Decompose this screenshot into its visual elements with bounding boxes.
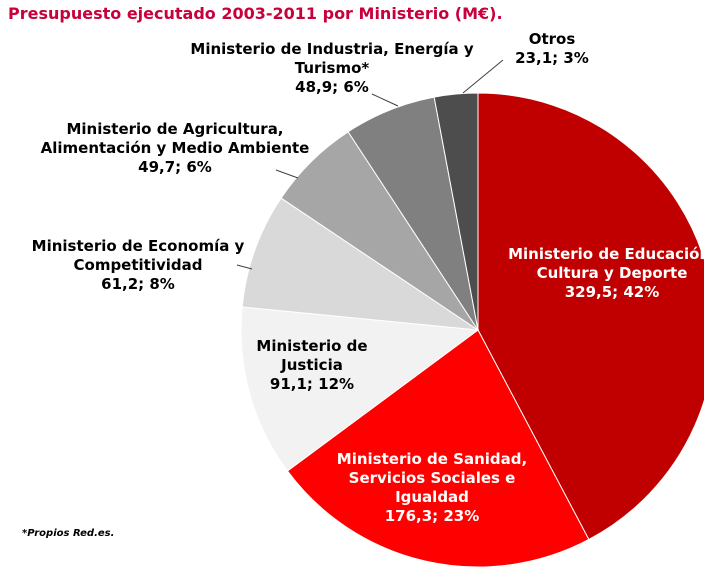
category-name: Ministerio de Economía y Competitividad (31, 237, 245, 274)
leader-line (275, 169, 299, 179)
category-name: Ministerio de Educación, Cultura y Depor… (508, 245, 704, 282)
pie-slice (477, 92, 704, 541)
leader-line (371, 93, 399, 107)
chart-title: Presupuesto ejecutado 2003-2011 por Mini… (8, 4, 503, 23)
slice-label: Ministerio de Economía y Competitividad 6… (8, 237, 268, 294)
value-label: 91,1; 12% (269, 375, 355, 393)
pie-slice (286, 329, 590, 567)
slice-label: Ministerio de Industria, Energía y Turis… (167, 40, 497, 97)
category-name: Ministerio de Sanidad, Servicios Sociale… (336, 450, 528, 506)
value-label: 329,5; 42% (564, 283, 660, 301)
category-name: Ministerio de Industria, Energía y Turis… (190, 40, 474, 77)
category-name: Ministerio de Justicia (256, 337, 368, 374)
slice-label: Otros 23,1; 3% (502, 30, 602, 68)
value-label: 61,2; 8% (101, 275, 175, 293)
footnote: *Propios Red.es. (22, 528, 115, 539)
pie-slice (241, 197, 479, 331)
pie-slice (240, 306, 480, 472)
value-label: 49,7; 6% (138, 158, 212, 176)
slice-label: Ministerio de Sanidad, Servicios Sociale… (312, 450, 552, 526)
slice-label: Ministerio de Agricultura, Alimentación … (25, 120, 325, 177)
value-label: 176,3; 23% (384, 507, 480, 525)
leader-line (236, 264, 253, 270)
category-name: Ministerio de Agricultura, Alimentación … (40, 120, 310, 157)
leader-line (462, 59, 504, 94)
value-label: 23,1; 3% (515, 49, 589, 67)
slice-label: Ministerio de Educación, Cultura y Depor… (507, 245, 704, 302)
value-label: 48,9; 6% (295, 78, 369, 96)
category-name: Otros (528, 30, 576, 48)
slice-label: Ministerio de Justicia 91,1; 12% (232, 337, 392, 394)
pie-slice (433, 92, 479, 331)
